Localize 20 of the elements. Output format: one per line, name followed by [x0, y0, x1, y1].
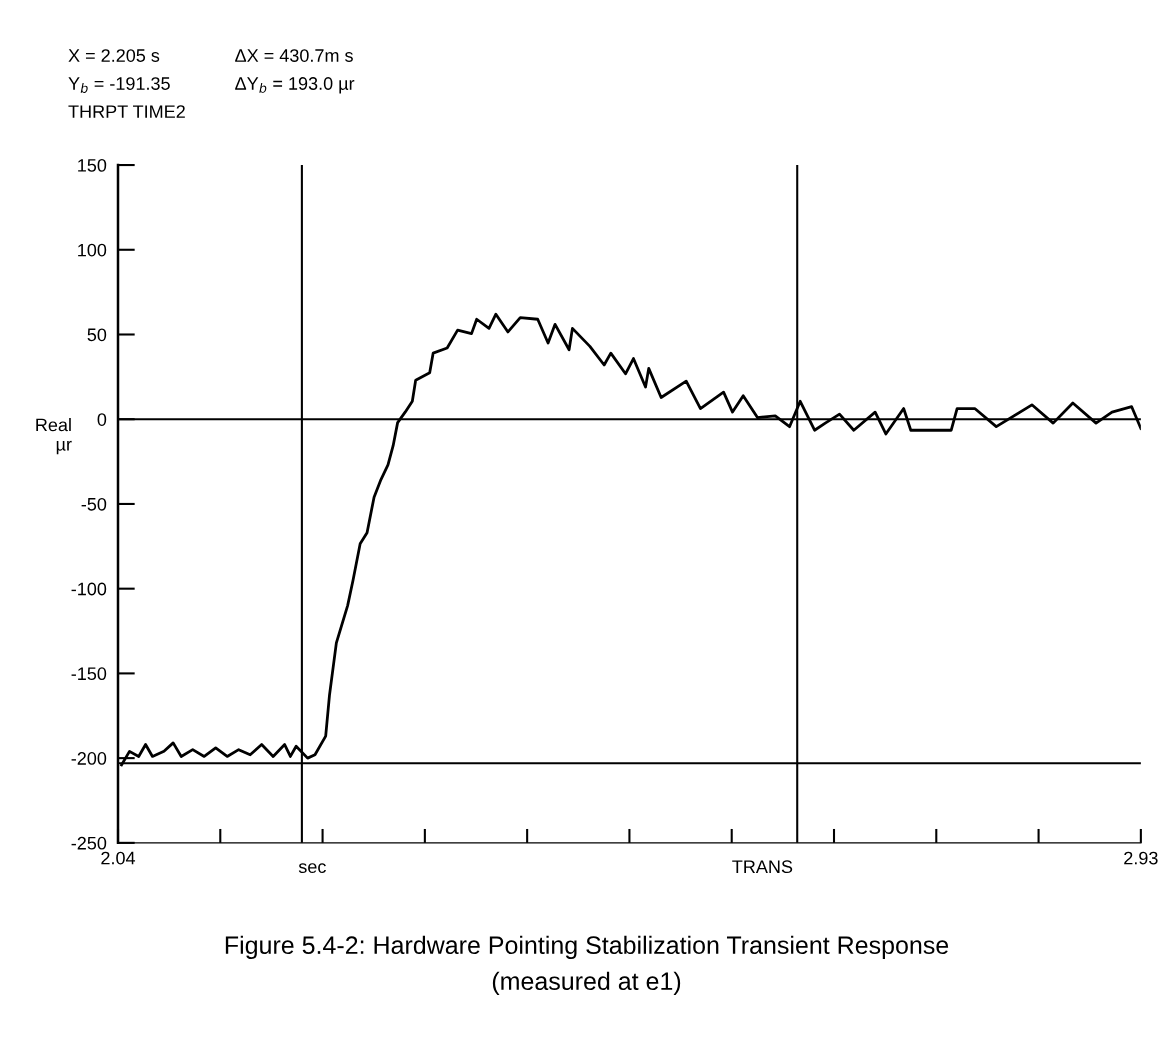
text: Figure 5.4-2: Hardware Pointing Stabilization Transient Response (measured at e1) — [225, 935, 949, 995]
text: Y$_{b}$ = -191.35 — [68, 77, 170, 93]
y-tick-label: -200 — [71, 752, 107, 765]
text: ΔY$_{b}$ = 193.0 µr — [235, 77, 355, 94]
y-tick-label: -100 — [71, 582, 107, 596]
y-tick-label: -250 — [71, 836, 107, 850]
text: THRPT TIME2 — [68, 105, 185, 118]
y-tick-label: 0 — [97, 413, 107, 426]
x-axis-title: sec — [298, 863, 326, 874]
text: TRANS — [732, 860, 793, 874]
y-tick-label: -150 — [71, 667, 107, 681]
y-tick-label: 150 — [78, 158, 107, 172]
x-tick-label: 2.93 — [1124, 851, 1158, 865]
y-axis-title: Real µr — [36, 418, 72, 455]
text: X = 2.205 s — [68, 49, 160, 62]
x-tick-label: 2.04 — [101, 851, 136, 865]
y-tick-label: 100 — [78, 243, 107, 257]
y-tick-label: 50 — [87, 328, 107, 342]
y-tick-label: -50 — [81, 497, 107, 511]
text: ΔX = 430.7m s — [235, 49, 353, 62]
